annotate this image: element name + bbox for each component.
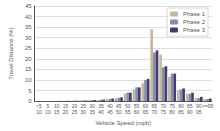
svg-text:15: 15	[25, 66, 32, 72]
svg-text:20: 20	[63, 109, 69, 115]
svg-text:85: 85	[178, 109, 184, 115]
svg-text:40: 40	[98, 109, 104, 115]
svg-text:5: 5	[46, 103, 50, 110]
svg-text:60: 60	[142, 103, 149, 110]
svg-text:30: 30	[81, 109, 87, 115]
svg-text:45: 45	[25, 3, 32, 9]
svg-text:30: 30	[89, 103, 95, 110]
svg-text:15: 15	[62, 103, 69, 110]
svg-text:90: 90	[195, 103, 202, 110]
svg-text:40: 40	[107, 103, 113, 110]
svg-text:Phase 3: Phase 3	[183, 27, 206, 33]
svg-text:75: 75	[160, 109, 166, 115]
svg-text:65: 65	[143, 109, 149, 115]
svg-text:55: 55	[125, 109, 131, 115]
svg-text:10: 10	[25, 77, 32, 83]
svg-text:75: 75	[169, 103, 175, 110]
svg-text:70: 70	[152, 109, 158, 115]
svg-text:Phase 1: Phase 1	[183, 11, 206, 17]
svg-text:20: 20	[25, 56, 32, 62]
svg-text:Vehicle Speed (mph): Vehicle Speed (mph)	[95, 120, 151, 126]
svg-text:80: 80	[178, 103, 184, 110]
svg-text:>=95: >=95	[202, 103, 214, 109]
svg-text:15: 15	[54, 109, 60, 115]
svg-text:10: 10	[36, 109, 42, 115]
svg-text:50: 50	[124, 103, 131, 110]
svg-text:25: 25	[25, 45, 32, 51]
svg-text:5: 5	[28, 88, 32, 94]
svg-text:40: 40	[25, 14, 32, 20]
svg-text:35: 35	[98, 103, 104, 110]
svg-text:0: 0	[28, 98, 32, 104]
svg-text:70: 70	[160, 103, 166, 110]
svg-text:Travel Distance (%): Travel Distance (%)	[8, 27, 14, 79]
svg-text:20: 20	[71, 103, 78, 110]
svg-text:60: 60	[134, 109, 140, 115]
svg-text:90: 90	[187, 109, 193, 115]
svg-text:Phase 2: Phase 2	[183, 19, 206, 25]
svg-text:10: 10	[45, 109, 51, 115]
svg-text:85: 85	[187, 103, 193, 110]
svg-text:30: 30	[25, 35, 32, 41]
svg-text:25: 25	[80, 103, 87, 110]
svg-text:80: 80	[169, 109, 175, 115]
svg-text:55: 55	[133, 103, 140, 110]
svg-text:45: 45	[107, 109, 113, 115]
svg-text:35: 35	[25, 24, 32, 30]
svg-text:35: 35	[89, 109, 95, 115]
svg-text:95: 95	[196, 109, 202, 115]
svg-text:50: 50	[116, 109, 122, 115]
svg-text:<5: <5	[36, 103, 42, 110]
svg-text:45: 45	[116, 103, 122, 110]
svg-text:25: 25	[72, 109, 78, 115]
svg-text:65: 65	[151, 103, 158, 110]
svg-text:10: 10	[54, 103, 60, 110]
